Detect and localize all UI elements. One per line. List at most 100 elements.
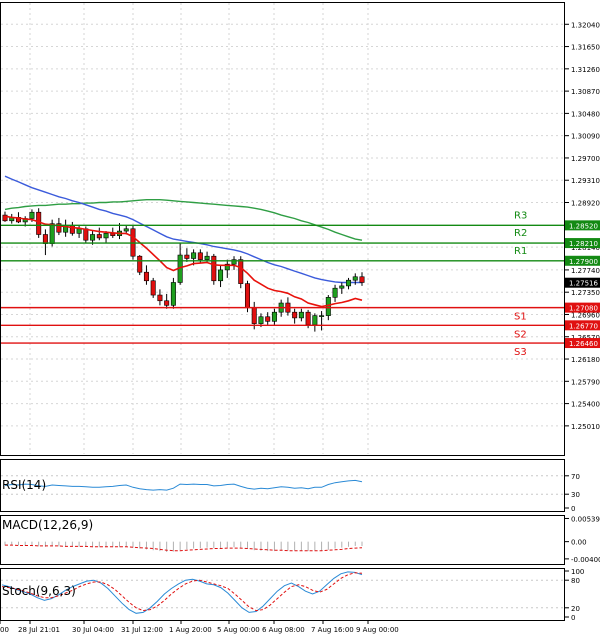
candle xyxy=(271,308,277,325)
stoch-tick-label: 100 xyxy=(571,568,584,576)
price-tick-label: 1.29310 xyxy=(571,177,600,185)
candle xyxy=(332,284,338,302)
x-tick-label: 28 Jul 21:01 xyxy=(18,626,60,634)
candle-body xyxy=(164,300,170,306)
candle-body xyxy=(359,276,365,283)
macd-signal-line xyxy=(5,544,363,552)
panel-frame-3 xyxy=(0,568,565,621)
candle-body xyxy=(319,315,325,317)
candle xyxy=(352,273,358,285)
candle xyxy=(9,213,15,224)
level-price-tag xyxy=(565,238,600,249)
price-tick-label: 1.27350 xyxy=(571,289,600,297)
candle-body xyxy=(231,259,237,265)
candle-body xyxy=(251,307,257,324)
level-price-label: 1.28210 xyxy=(569,240,598,248)
macd-title: MACD(12,26,9) xyxy=(2,518,93,532)
macd-tick-label: -0.004007 xyxy=(571,556,600,564)
stoch-d-line xyxy=(1,572,363,612)
price-tick-label: 1.25790 xyxy=(571,378,600,386)
candle xyxy=(76,225,82,238)
x-tick-label: 9 Aug 00:00 xyxy=(356,626,399,634)
candle-body xyxy=(332,287,338,298)
candle-body xyxy=(123,228,129,232)
price-tick-label: 1.26960 xyxy=(571,311,600,319)
candle-body xyxy=(49,223,55,244)
candle-body xyxy=(238,259,244,284)
candle-body xyxy=(150,280,156,296)
candle-body xyxy=(218,269,224,282)
candle-body xyxy=(2,214,8,222)
ema-fast-line xyxy=(4,215,363,308)
price-tick-label: 1.28920 xyxy=(571,200,600,208)
panel-frame-0 xyxy=(0,2,565,456)
level-name-s2: S2 xyxy=(514,329,527,340)
candle-body xyxy=(76,228,82,234)
candle-body xyxy=(157,294,163,302)
candle xyxy=(346,277,352,290)
candle-body xyxy=(312,315,318,326)
candle xyxy=(218,265,224,288)
candle-body xyxy=(197,252,203,260)
stoch-tick-label: 20 xyxy=(571,605,580,613)
price-tick-label: 1.25010 xyxy=(571,423,600,431)
level-price-label: 1.27080 xyxy=(569,305,598,313)
candle xyxy=(184,248,190,262)
candle-body xyxy=(298,311,304,319)
x-tick-label: 5 Aug 00:00 xyxy=(217,626,260,634)
level-price-tag xyxy=(565,302,600,313)
candle xyxy=(150,277,156,298)
level-price-label: 1.27900 xyxy=(569,258,598,266)
price-tick-label: 1.25400 xyxy=(571,401,600,409)
stoch-tick-label: 0 xyxy=(571,614,575,622)
level-price-tag xyxy=(565,320,600,331)
candle xyxy=(265,312,271,325)
candle-body xyxy=(96,234,102,239)
candle xyxy=(224,259,230,278)
candle-body xyxy=(103,233,109,239)
price-tick-label: 1.27740 xyxy=(571,267,600,275)
level-name-s3: S3 xyxy=(514,347,527,358)
candle xyxy=(170,277,176,309)
level-price-label: 1.26770 xyxy=(569,322,598,330)
candle-body xyxy=(29,211,35,219)
x-tick-label: 1 Aug 20:00 xyxy=(169,626,212,634)
stoch-tick-label: 80 xyxy=(571,577,580,585)
panel-frame-2 xyxy=(0,515,565,565)
candle xyxy=(312,313,318,332)
x-tick-label: 7 Aug 16:00 xyxy=(311,626,354,634)
candle-body xyxy=(346,279,352,287)
candle xyxy=(238,256,244,289)
candle xyxy=(157,289,163,306)
level-name-r1: R1 xyxy=(514,246,527,257)
candle-body xyxy=(42,234,48,244)
candle-body xyxy=(204,255,210,260)
rsi-line xyxy=(4,479,363,491)
x-tick-label: 6 Aug 08:00 xyxy=(262,626,305,634)
current-price-tag xyxy=(565,277,600,288)
ema-slow-line xyxy=(4,198,363,241)
candle-body xyxy=(265,316,271,322)
price-tick-label: 1.32040 xyxy=(571,21,600,29)
price-tick-label: 1.31260 xyxy=(571,66,600,74)
candle-body xyxy=(224,263,230,271)
candle xyxy=(359,272,365,286)
macd-tick-label: 0.00 xyxy=(571,539,587,547)
x-tick-label: 00 xyxy=(0,626,9,634)
rsi-title: RSI(14) xyxy=(2,478,46,492)
candle xyxy=(231,256,237,270)
price-tick-label: 1.30480 xyxy=(571,110,600,118)
candle xyxy=(164,293,170,309)
candle xyxy=(137,255,143,276)
candle xyxy=(319,311,325,331)
candle-body xyxy=(90,234,96,241)
candle-body xyxy=(258,316,264,324)
candle-body xyxy=(170,282,176,306)
candle-body xyxy=(191,252,197,259)
candle xyxy=(339,282,345,294)
candle-body xyxy=(271,311,277,322)
level-price-tag xyxy=(565,338,600,349)
stoch-title: Stoch(9,6,3) xyxy=(2,584,76,598)
